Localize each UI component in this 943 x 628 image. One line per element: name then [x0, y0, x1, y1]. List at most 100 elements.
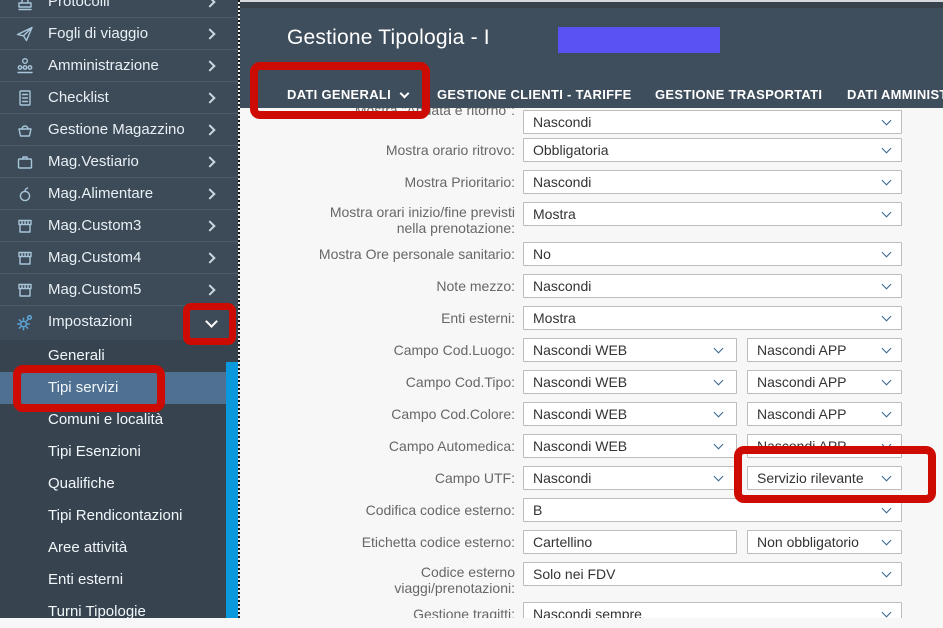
select-value: Nascondi: [533, 114, 592, 130]
sidebar-subitem-label: Tipi Esenzioni: [48, 443, 141, 460]
form-row-mostra-ore-personale-sanitario: Mostra Ore personale sanitario: No: [240, 242, 943, 266]
select-mostra-orari-inizio-fine[interactable]: Mostra: [523, 202, 902, 226]
chevron-right-icon: [204, 156, 216, 168]
sidebar-item-label: Checklist: [48, 89, 109, 106]
form-row-mostra-prioritario: Mostra Prioritario: Nascondi: [240, 170, 943, 194]
form-row-etichetta-codice-esterno: Etichetta codice esterno: Cartellino Non…: [240, 530, 943, 554]
select-mostra-ore-personale-sanitario[interactable]: No: [523, 242, 902, 266]
select-servizio-rilevante[interactable]: Servizio rilevante: [747, 466, 902, 490]
sidebar-item-label: Fogli di viaggio: [48, 25, 149, 42]
chevron-down-icon[interactable]: [205, 315, 218, 328]
sidebar-item-mag-vestiario[interactable]: Mag.Vestiario: [0, 146, 238, 178]
select-cod-colore-app[interactable]: Nascondi APP: [747, 402, 902, 426]
sidebar-subitem-tipi-rendicontazioni[interactable]: Tipi Rendicontazioni: [0, 500, 226, 532]
field-label: Note mezzo:: [436, 278, 515, 294]
chevron-down-icon: [881, 503, 892, 514]
form-row-mostra-andata-e-ritorno: Mostra "Andata e ritorno": Nascondi: [240, 102, 943, 134]
select-value: Nascondi: [533, 278, 592, 294]
select-cod-tipo-web[interactable]: Nascondi WEB: [523, 370, 737, 394]
select-etichetta-obbligatorieta[interactable]: Non obbligatorio: [747, 530, 902, 554]
sidebar-subitem-tipi-servizi[interactable]: Tipi servizi: [0, 372, 226, 404]
select-cod-luogo-web[interactable]: Nascondi WEB: [523, 338, 737, 362]
select-codice-esterno-viaggi[interactable]: Solo nei FDV: [523, 562, 902, 586]
chevron-down-icon: [881, 407, 892, 418]
select-cod-colore-web[interactable]: Nascondi WEB: [523, 402, 737, 426]
select-cod-luogo-app[interactable]: Nascondi APP: [747, 338, 902, 362]
chevron-down-icon: [881, 535, 892, 546]
tab-gestione-clienti-tariffe[interactable]: GESTIONE CLIENTI - TARIFFE: [437, 87, 632, 102]
sidebar-subitem-comuni-e-localita[interactable]: Comuni e località: [0, 404, 226, 436]
select-gestione-tragitti[interactable]: Nascondi sempre: [523, 602, 902, 618]
select-campo-utf[interactable]: Nascondi: [523, 466, 737, 490]
field-label: Mostra orario ritrovo:: [385, 142, 515, 158]
input-etichetta-codice-esterno[interactable]: Cartellino: [523, 530, 737, 554]
field-label: Mostra Ore personale sanitario:: [318, 246, 515, 262]
select-automedica-web[interactable]: Nascondi WEB: [523, 434, 737, 458]
chevron-right-icon: [204, 0, 216, 8]
chevron-down-icon: [881, 175, 892, 186]
select-value: Obbligatoria: [533, 142, 609, 158]
field-label: Enti esterni:: [441, 310, 515, 326]
sidebar-item-label: Mag.Custom4: [48, 249, 142, 266]
sidebar-subitem-qualifiche[interactable]: Qualifiche: [0, 468, 226, 500]
chevron-right-icon: [204, 124, 216, 136]
tab-gestione-trasportati[interactable]: GESTIONE TRASPORTATI: [655, 87, 822, 102]
sidebar-item-impostazioni[interactable]: Impostazioni: [0, 306, 238, 340]
top-strip-dark: [240, 2, 943, 8]
form-row-codifica-codice-esterno: Codifica codice esterno: B: [240, 498, 943, 522]
suitcase-icon: [15, 152, 35, 172]
form-row-campo-automedica: Campo Automedica: Nascondi WEB Nascondi …: [240, 434, 943, 458]
sidebar-item-amministrazione[interactable]: Amministrazione: [0, 50, 238, 82]
sidebar-item-gestione-magazzino[interactable]: Gestione Magazzino: [0, 114, 238, 146]
field-label: Campo UTF:: [434, 470, 515, 486]
select-mostra-prioritario[interactable]: Nascondi: [523, 170, 902, 194]
sidebar-subitem-aree-attivita[interactable]: Aree attività: [0, 532, 226, 564]
chevron-right-icon: [204, 188, 216, 200]
sidebar-item-label: Impostazioni: [48, 313, 133, 330]
paper-plane-icon: [15, 24, 35, 44]
gears-icon: [15, 312, 35, 332]
select-value: Non obbligatorio: [757, 534, 859, 550]
select-codifica-codice-esterno[interactable]: B: [523, 498, 902, 522]
select-mostra-orario-ritrovo[interactable]: Obbligatoria: [523, 138, 902, 162]
select-cod-tipo-app[interactable]: Nascondi APP: [747, 370, 902, 394]
sidebar-item-fogli-di-viaggio[interactable]: Fogli di viaggio: [0, 18, 238, 50]
sidebar-item-mag-custom4[interactable]: Mag.Custom4: [0, 242, 238, 274]
sidebar-scrollbar[interactable]: [226, 362, 238, 618]
chevron-down-icon: [881, 279, 892, 290]
select-value: Mostra: [533, 206, 576, 222]
sidebar-item-label: Amministrazione: [48, 57, 159, 74]
sidebar-item-mag-alimentare[interactable]: Mag.Alimentare: [0, 178, 238, 210]
stamp-icon: [15, 0, 35, 12]
sidebar-item-label: Protocolli: [48, 0, 110, 10]
select-note-mezzo[interactable]: Nascondi: [523, 274, 902, 298]
select-value: Nascondi: [533, 174, 592, 190]
sidebar-item-mag-custom5[interactable]: Mag.Custom5: [0, 274, 238, 306]
field-label: Codifica codice esterno:: [365, 502, 515, 518]
select-automedica-app[interactable]: Nascondi APP: [747, 434, 902, 458]
form-row-campo-cod-luogo: Campo Cod.Luogo: Nascondi WEB Nascondi A…: [240, 338, 943, 362]
sidebar-subitem-enti-esterni[interactable]: Enti esterni: [0, 564, 226, 596]
sidebar-item-protocolli[interactable]: Protocolli: [0, 0, 238, 18]
tab-dati-amministrativi[interactable]: DATI AMMINISTR: [847, 87, 943, 102]
select-enti-esterni[interactable]: Mostra: [523, 306, 902, 330]
form-row-campo-utf: Campo UTF: Nascondi Servizio rilevante: [240, 466, 943, 490]
sidebar-item-checklist[interactable]: Checklist: [0, 82, 238, 114]
select-mostra-andata-e-ritorno[interactable]: Nascondi: [523, 110, 902, 134]
field-label: Etichetta codice esterno:: [361, 534, 515, 550]
select-value: Nascondi APP: [757, 406, 847, 422]
sidebar-subitem-turni-tipologie[interactable]: Turni Tipologie: [0, 596, 226, 628]
sidebar-subitem-generali[interactable]: Generali: [0, 340, 226, 372]
chevron-down-icon: [881, 471, 892, 482]
chevron-right-icon: [204, 60, 216, 72]
sidebar-subitem-tipi-esenzioni[interactable]: Tipi Esenzioni: [0, 436, 226, 468]
chevron-down-icon: [881, 343, 892, 354]
tab-label: GESTIONE CLIENTI - TARIFFE: [437, 87, 632, 102]
sidebar-item-label: Mag.Custom3: [48, 217, 142, 234]
tab-dati-generali[interactable]: DATI GENERALI: [287, 87, 410, 102]
sidebar-item-mag-custom3[interactable]: Mag.Custom3: [0, 210, 238, 242]
field-label: Gestione tragitti:: [413, 606, 515, 618]
form-row-campo-cod-colore: Campo Cod.Colore: Nascondi WEB Nascondi …: [240, 402, 943, 426]
chevron-down-icon: [881, 311, 892, 322]
chevron-right-icon: [204, 252, 216, 264]
